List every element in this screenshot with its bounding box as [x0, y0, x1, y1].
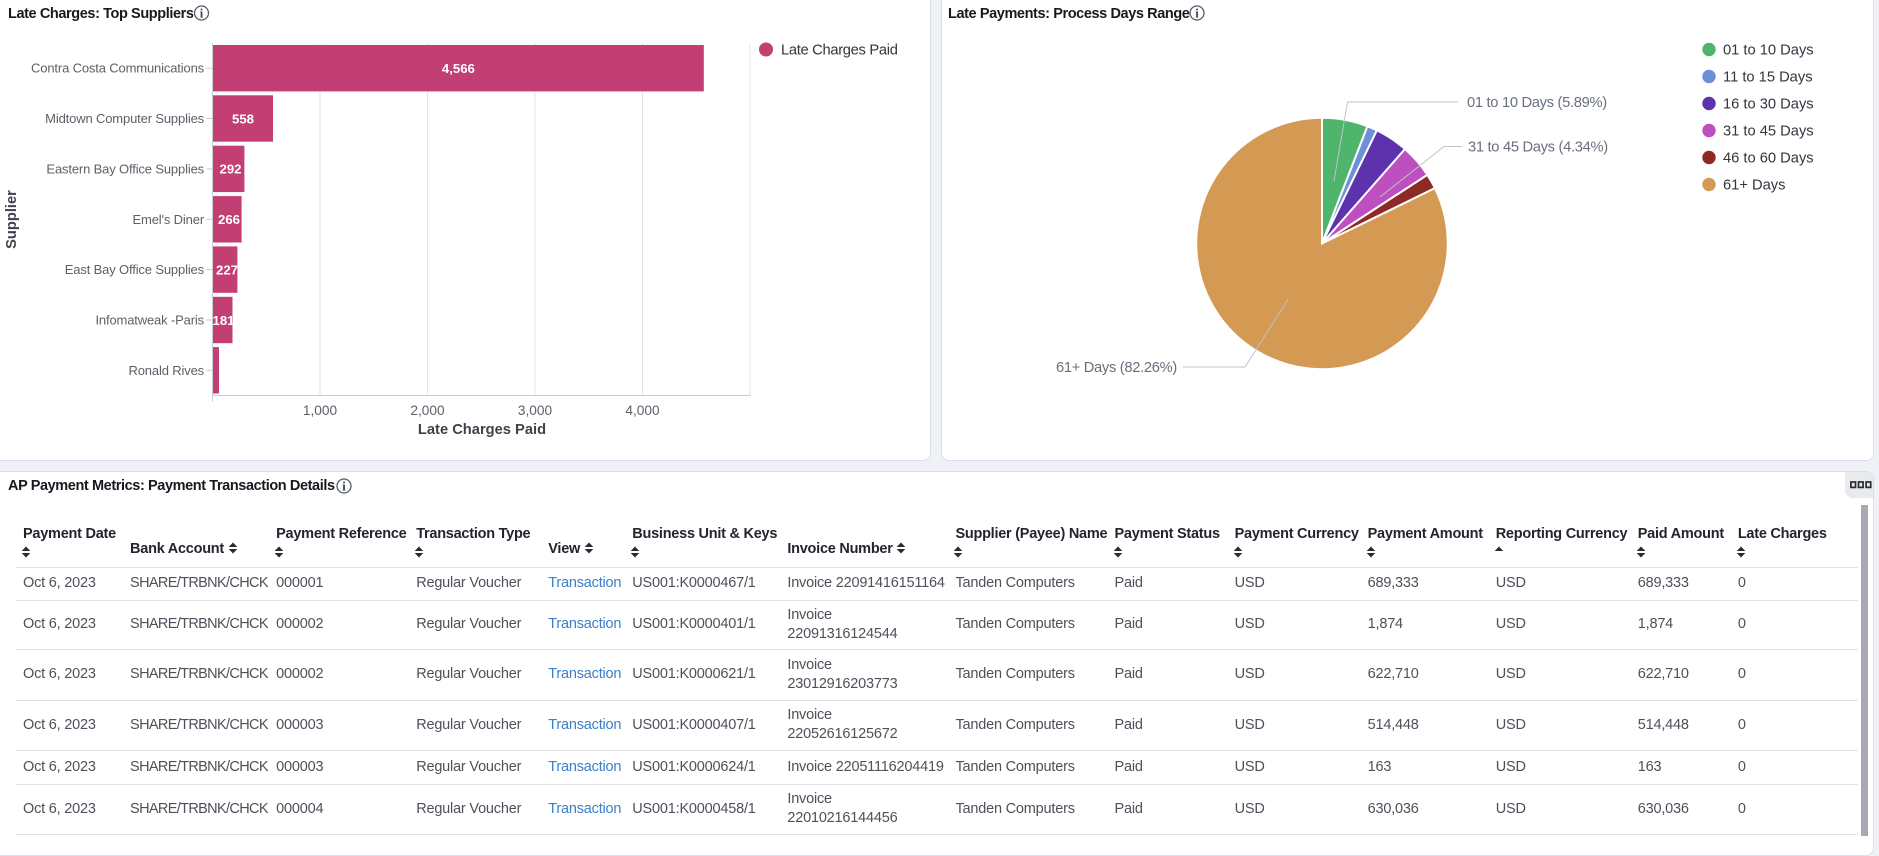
svg-text:i: i [342, 480, 346, 494]
svg-text:01 to 10 Days (5.89%): 01 to 10 Days (5.89%) [1467, 95, 1607, 111]
svg-text:i: i [200, 7, 204, 21]
svg-text:Eastern Bay Office Supplies: Eastern Bay Office Supplies [46, 161, 204, 176]
svg-text:4,566: 4,566 [442, 61, 475, 76]
svg-text:558: 558 [232, 111, 254, 126]
svg-text:Emel's Diner: Emel's Diner [133, 212, 205, 227]
svg-text:4,000: 4,000 [625, 403, 660, 418]
svg-text:Ronald Rives: Ronald Rives [128, 363, 204, 378]
svg-text:16 to 30 Days: 16 to 30 Days [1723, 97, 1814, 113]
svg-text:Late Charges Paid: Late Charges Paid [418, 422, 546, 438]
svg-text:31 to 45 Days: 31 to 45 Days [1723, 124, 1814, 140]
svg-text:61+ Days: 61+ Days [1723, 178, 1785, 194]
svg-text:East Bay Office Supplies: East Bay Office Supplies [65, 262, 205, 277]
svg-text:Midtown Computer Supplies: Midtown Computer Supplies [45, 111, 204, 126]
svg-text:Late Charges Paid: Late Charges Paid [781, 43, 898, 59]
svg-text:181: 181 [212, 313, 234, 328]
svg-text:3,000: 3,000 [518, 403, 553, 418]
svg-text:01 to 10 Days: 01 to 10 Days [1723, 43, 1814, 59]
svg-text:46 to 60 Days: 46 to 60 Days [1723, 151, 1814, 167]
svg-text:11 to 15 Days: 11 to 15 Days [1723, 70, 1813, 86]
svg-text:61+ Days (82.26%): 61+ Days (82.26%) [1056, 360, 1177, 376]
svg-text:31 to 45 Days (4.34%): 31 to 45 Days (4.34%) [1468, 140, 1608, 156]
svg-text:2,000: 2,000 [410, 403, 445, 418]
svg-text:Contra Costa Communications: Contra Costa Communications [31, 61, 205, 76]
svg-text:Supplier: Supplier [4, 190, 20, 249]
svg-text:1,000: 1,000 [303, 403, 338, 418]
svg-text:Infomatweak -Paris: Infomatweak -Paris [95, 313, 204, 328]
svg-text:227: 227 [216, 262, 238, 277]
svg-text:266: 266 [218, 212, 240, 227]
svg-text:i: i [1195, 7, 1199, 21]
svg-text:292: 292 [219, 162, 241, 177]
